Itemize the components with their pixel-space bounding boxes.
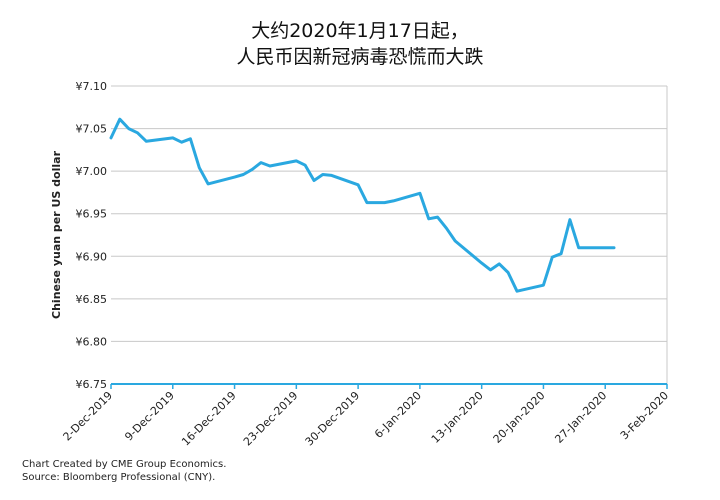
y-axis-ticks: ¥7.10 ¥7.05 ¥7.00 ¥6.95 ¥6.90 ¥6.85 ¥6.80 ¥6.75 [76, 80, 108, 391]
y-tick-label: ¥7.00 [76, 165, 108, 178]
x-axis-ticks: 2-Dec-2019 9-Dec-2019 16-Dec-2019 23-Dec-20… [61, 384, 671, 449]
y-tick-label: ¥6.90 [76, 250, 108, 263]
chart-title-line-1: 大约2020年1月17日起， [251, 20, 469, 42]
y-tick-label: ¥6.85 [76, 293, 108, 306]
x-tick-label: 6-Jan-2020 [372, 389, 424, 441]
footer-source: Source: Bloomberg Professional (CNY). [22, 472, 216, 483]
y-tick-label: ¥7.10 [76, 80, 108, 93]
y-tick-label: ¥7.05 [76, 123, 108, 136]
y-tick-label: ¥6.75 [76, 378, 108, 391]
footer-credit: Chart Created by CME Group Economics. [22, 459, 227, 470]
x-tick-label: 16-Dec-2019 [179, 389, 239, 449]
y-axis-label: Chinese yuan per US dollar [50, 150, 63, 319]
x-tick-label: 3-Feb-2020 [618, 389, 671, 442]
x-tick-label: 13-Jan-2020 [429, 389, 486, 446]
chart-title-line-2: 人民币因新冠病毒恐慌而大跌 [236, 46, 484, 68]
x-tick-label: 9-Dec-2019 [122, 389, 177, 444]
y-tick-label: ¥6.80 [76, 335, 108, 348]
grid-lines [111, 85, 668, 384]
series-line [109, 117, 616, 293]
x-tick-label: 2-Dec-2019 [61, 389, 116, 444]
chart-footer: Chart Created by CME Group Economics. So… [22, 458, 226, 484]
x-tick-label: 23-Dec-2019 [241, 389, 301, 449]
series-group [109, 117, 616, 293]
y-tick-label: ¥6.95 [76, 208, 108, 221]
chart-title: 大约2020年1月17日起， 人民币因新冠病毒恐慌而大跌 [0, 18, 720, 70]
x-tick-label: 27-Jan-2020 [552, 389, 609, 446]
x-tick-label: 20-Jan-2020 [491, 389, 548, 446]
x-tick-label: 30-Dec-2019 [303, 389, 363, 449]
